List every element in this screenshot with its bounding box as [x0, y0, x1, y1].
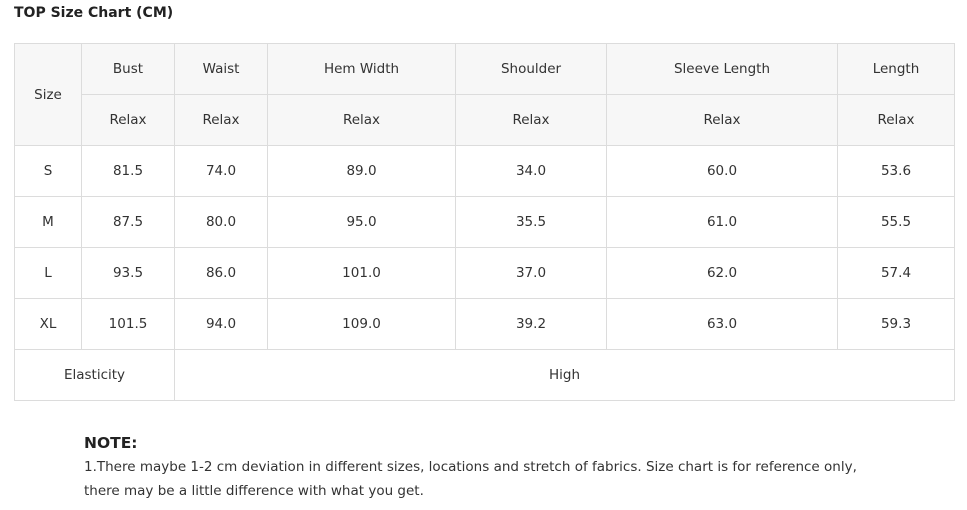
- value-cell: 74.0: [174, 145, 268, 197]
- size-cell: S: [14, 145, 82, 197]
- value-cell: 86.0: [174, 247, 268, 299]
- value-cell: 101.5: [81, 298, 175, 350]
- value-cell: 59.3: [837, 298, 955, 350]
- sub-header: Relax: [174, 94, 268, 146]
- value-cell: 87.5: [81, 196, 175, 248]
- value-cell: 93.5: [81, 247, 175, 299]
- value-cell: 39.2: [455, 298, 607, 350]
- value-cell: 101.0: [267, 247, 456, 299]
- data-row: L 93.5 86.0 101.0 37.0 62.0 57.4: [14, 247, 955, 299]
- elasticity-value: High: [174, 349, 955, 401]
- sub-header: Relax: [606, 94, 838, 146]
- size-cell: L: [14, 247, 82, 299]
- sub-header: Relax: [837, 94, 955, 146]
- value-cell: 95.0: [267, 196, 456, 248]
- value-cell: 62.0: [606, 247, 838, 299]
- data-row: M 87.5 80.0 95.0 35.5 61.0 55.5: [14, 196, 955, 248]
- value-cell: 94.0: [174, 298, 268, 350]
- sub-header-row: Relax Relax Relax Relax Relax Relax: [15, 94, 955, 146]
- column-header: Waist: [174, 43, 268, 95]
- column-header: Length: [837, 43, 955, 95]
- value-cell: 53.6: [837, 145, 955, 197]
- sub-header: Relax: [81, 94, 175, 146]
- note: NOTE: 1.There maybe 1-2 cm deviation in …: [84, 431, 874, 503]
- elasticity-label: Elasticity: [14, 349, 175, 401]
- value-cell: 55.5: [837, 196, 955, 248]
- value-cell: 61.0: [606, 196, 838, 248]
- value-cell: 80.0: [174, 196, 268, 248]
- chart-title: TOP Size Chart (CM): [14, 5, 174, 21]
- size-header: Size: [14, 43, 82, 146]
- column-header: Shoulder: [455, 43, 607, 95]
- value-cell: 109.0: [267, 298, 456, 350]
- sub-header: Relax: [455, 94, 607, 146]
- value-cell: 81.5: [81, 145, 175, 197]
- value-cell: 60.0: [606, 145, 838, 197]
- value-cell: 34.0: [455, 145, 607, 197]
- column-header: Bust: [81, 43, 175, 95]
- size-cell: M: [14, 196, 82, 248]
- size-table: Size Bust Waist Hem Width Shoulder Sleeve Len…: [14, 43, 955, 401]
- value-cell: 35.5: [455, 196, 607, 248]
- data-row: S 81.5 74.0 89.0 34.0 60.0 53.6: [14, 145, 955, 197]
- header-row: Size Bust Waist Hem Width Shoulder Sleeve Len…: [14, 43, 955, 146]
- note-title: NOTE:: [84, 434, 138, 452]
- size-cell: XL: [14, 298, 82, 350]
- sub-header: Relax: [267, 94, 456, 146]
- footer-row: Elasticity High: [14, 349, 955, 401]
- value-cell: 57.4: [837, 247, 955, 299]
- value-cell: 37.0: [455, 247, 607, 299]
- note-text: 1.There maybe 1-2 cm deviation in differ…: [84, 459, 857, 499]
- value-cell: 63.0: [606, 298, 838, 350]
- value-cell: 89.0: [267, 145, 456, 197]
- data-row: XL 101.5 94.0 109.0 39.2 63.0 59.3: [14, 298, 955, 350]
- column-header: Hem Width: [267, 43, 456, 95]
- column-header: Sleeve Length: [606, 43, 838, 95]
